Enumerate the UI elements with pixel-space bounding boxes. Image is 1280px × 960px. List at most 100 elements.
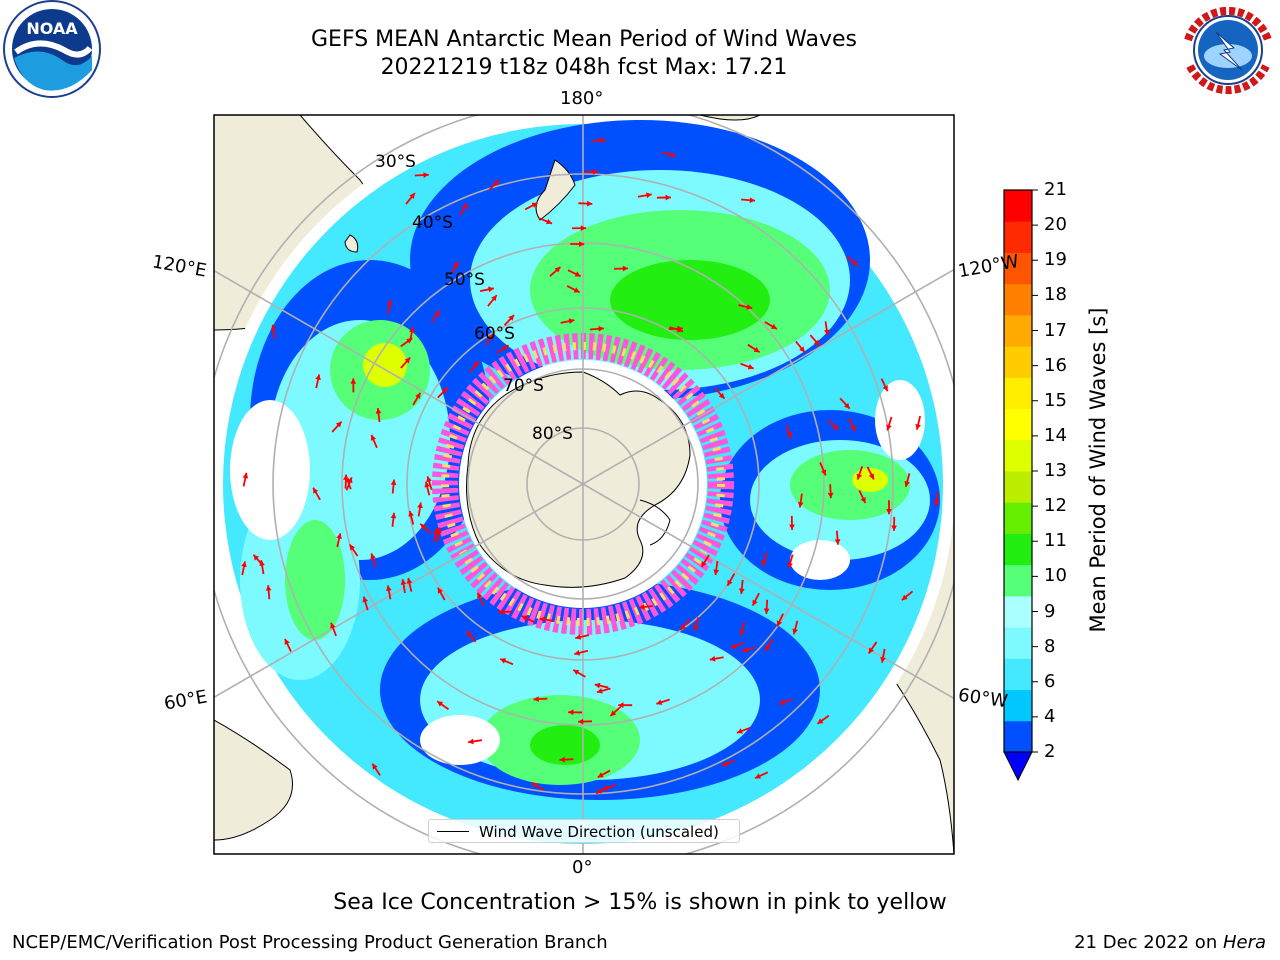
wave-direction-arrow (740, 362, 755, 370)
wave-direction-arrow (741, 197, 756, 204)
wave-direction-arrow (560, 318, 575, 324)
colorbar-segment (1004, 564, 1032, 597)
colorbar-tick-label: 6 (1044, 670, 1056, 692)
wave-direction-arrow (809, 334, 821, 347)
colorbar-title: Mean Period of Wind Waves [s] (1086, 307, 1110, 633)
wave-direction-arrow (390, 479, 397, 494)
colorbar-tick-label: 19 (1044, 249, 1067, 271)
antarctica-land (466, 371, 691, 588)
wave-direction-arrow (700, 554, 710, 568)
wave-direction-arrow (533, 696, 548, 702)
wave-direction-arrow (559, 756, 574, 763)
wave-direction-arrow (419, 523, 432, 534)
footer-date: 21 Dec 2022 on Hera (1074, 932, 1266, 953)
wave-direction-arrow (778, 698, 793, 705)
colorbar-tick-label: 20 (1044, 214, 1067, 236)
colorbar-segment (1004, 377, 1032, 410)
wave-direction-arrow (933, 492, 940, 507)
wave-direction-arrow (242, 472, 249, 487)
wave-direction-arrow (738, 304, 753, 310)
wave-direction-arrow (572, 225, 587, 232)
wave-direction-arrow (709, 655, 724, 662)
colorbar-tick-label: 14 (1044, 424, 1067, 446)
footer-host: Hera (1222, 932, 1266, 953)
colorbar-segment (1004, 627, 1032, 659)
wave-direction-arrow (390, 512, 397, 527)
wave-direction-arrow (570, 241, 585, 247)
graticule (214, 115, 954, 854)
wave-direction-arrow (484, 332, 495, 346)
wave-direction-arrow (754, 771, 769, 779)
wave-direction-arrow (693, 617, 700, 632)
wave-direction-arrow (315, 374, 321, 389)
colorbar-extend-triangle (1003, 751, 1033, 782)
wave-direction-arrow (747, 343, 761, 353)
colorbar (1003, 189, 1038, 782)
wave-direction-arrow (424, 481, 431, 496)
wave-direction-arrow (661, 151, 676, 158)
lat-label-70s: 70°S (503, 376, 544, 396)
wave-direction-arrow (589, 325, 604, 332)
wave-direction-arrow (487, 294, 498, 307)
wave-direction-arrow (679, 618, 691, 631)
wave-direction-arrow (405, 192, 416, 205)
wave-direction-arrow (386, 585, 392, 600)
lat-label-30s: 30°S (375, 152, 416, 172)
lon-label-0: 0° (572, 857, 593, 878)
wave-direction-arrow (568, 709, 583, 716)
colorbar-tick-label: 2 (1044, 741, 1056, 762)
lon-label-180: 180° (560, 88, 604, 109)
wave-direction-arrow (751, 592, 760, 606)
wave-direction-arrow (797, 493, 804, 508)
wave-direction-arrow (417, 502, 423, 517)
wave-direction-arrow (839, 397, 851, 410)
wave-direction-arrow (880, 378, 889, 392)
wave-direction-arrow (713, 561, 720, 576)
colorbar-segment (1004, 283, 1032, 316)
colorbar-tick-label: 16 (1044, 354, 1067, 376)
colorbar-segment (1004, 346, 1032, 378)
colorbar-tick-label: 12 (1044, 495, 1067, 517)
wave-direction-arrow (375, 408, 382, 423)
wave-direction-arrow (886, 416, 893, 431)
colorbar-segment (1004, 658, 1032, 691)
colorbar-segment (1004, 595, 1032, 628)
legend: Wind Wave Direction (unscaled) (428, 819, 740, 843)
colorbar-tick-label: 21 (1044, 179, 1067, 200)
colorbar-segment (1004, 314, 1032, 347)
wave-direction-arrow (891, 516, 897, 531)
wave-direction-arrow (476, 592, 485, 606)
wave-direction-arrow (284, 638, 292, 652)
colorbar-tick-label: 13 (1044, 460, 1067, 481)
wave-direction-arrow (602, 784, 616, 791)
wave-direction-arrow (764, 638, 774, 652)
wave-direction-arrow (400, 579, 407, 594)
wave-direction-arrow (886, 500, 892, 515)
wave-direction-arrow (431, 309, 441, 323)
wave-direction-arrow (584, 169, 599, 175)
wave-direction-arrow (386, 299, 393, 314)
wave-direction-arrow (566, 285, 580, 294)
legend-label: Wind Wave Direction (unscaled) (479, 823, 719, 841)
wave-direction-arrow (741, 646, 756, 653)
wave-direction-arrow (866, 466, 875, 480)
wave-direction-arrow (714, 387, 726, 400)
wave-direction-arrow (371, 763, 381, 776)
wave-direction-arrow (856, 466, 864, 480)
wave-direction-arrow (789, 515, 795, 530)
colorbar-segment (1004, 471, 1032, 503)
wave-direction-arrow (450, 261, 460, 275)
wave-direction-arrow (349, 543, 359, 557)
wave-direction-arrow (343, 474, 349, 489)
colorbar-tick-label: 4 (1044, 705, 1056, 727)
colorbar-segment (1004, 408, 1032, 441)
wave-direction-arrow (270, 324, 277, 339)
nws-logo (1181, 3, 1275, 97)
wave-direction-arrow (437, 387, 449, 399)
wave-direction-arrow (465, 630, 477, 643)
wave-direction-arrow (656, 698, 670, 705)
wave-direction-arrow (469, 360, 480, 373)
wave-direction-arrow (521, 615, 535, 623)
wave-direction-arrow (764, 321, 778, 330)
title-line-1: GEFS MEAN Antarctic Mean Period of Wind … (311, 27, 857, 52)
